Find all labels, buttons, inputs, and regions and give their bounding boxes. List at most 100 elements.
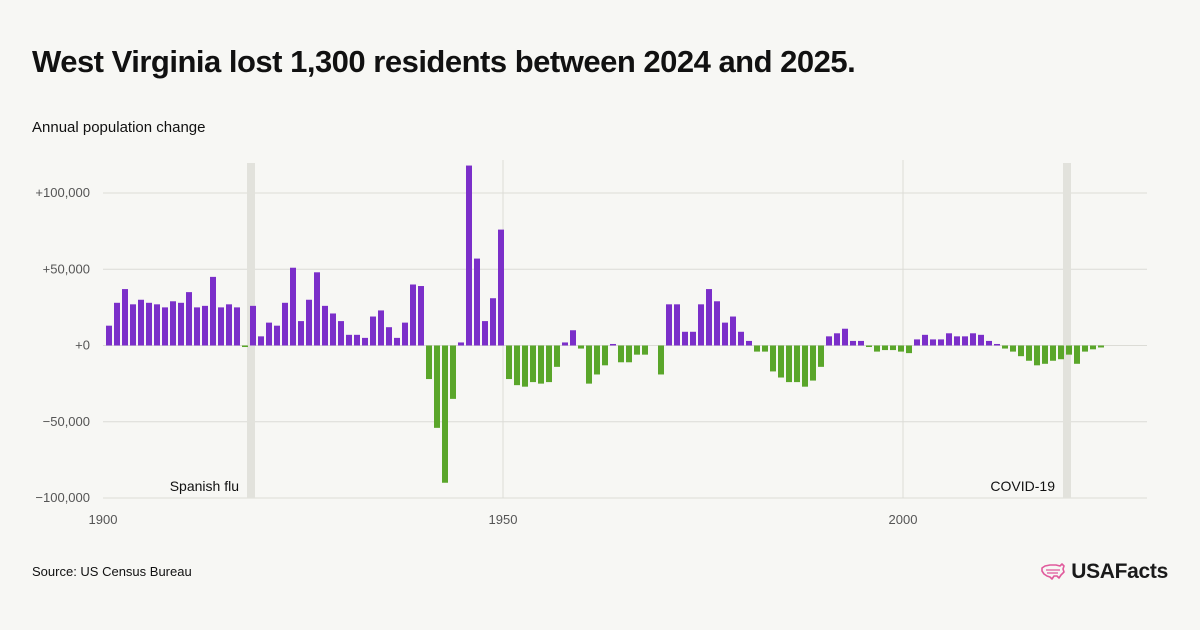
bar-1930 (338, 321, 344, 346)
y-tick-label: +0 (75, 338, 90, 353)
bar-1968 (642, 345, 648, 355)
bar-1965 (618, 345, 624, 363)
bar-1943 (442, 345, 448, 483)
bar-1980 (738, 331, 744, 346)
bar-1940 (418, 286, 424, 346)
bar-1936 (386, 327, 392, 346)
bar-1974 (690, 331, 696, 346)
bar-1967 (634, 345, 640, 355)
bar-1912 (194, 307, 200, 346)
annotation-label: Spanish flu (170, 478, 239, 494)
bar-1957 (554, 345, 560, 367)
bar-2017 (1034, 345, 1040, 366)
bar-1919 (250, 305, 256, 346)
bar-1923 (282, 302, 288, 346)
annotation-band (1063, 163, 1071, 498)
bar-1928 (322, 305, 328, 346)
bar-2000 (898, 345, 904, 352)
bar-1945 (458, 342, 464, 346)
y-tick-label: −100,000 (35, 490, 90, 505)
bar-1924 (290, 267, 296, 346)
bar-1988 (802, 345, 808, 387)
bar-1929 (330, 313, 336, 346)
bar-1970 (658, 345, 664, 375)
bar-1989 (810, 345, 816, 381)
bar-1925 (298, 321, 304, 346)
bar-1994 (850, 340, 856, 346)
bar-1966 (626, 345, 632, 363)
bar-1920 (258, 336, 264, 346)
bar-1908 (162, 307, 168, 346)
bar-1973 (682, 331, 688, 346)
bar-1964 (610, 343, 616, 346)
bar-1982 (754, 345, 760, 352)
bar-2020 (1058, 345, 1064, 360)
bar-1903 (122, 289, 128, 346)
bar-2019 (1050, 345, 1056, 361)
chart-title: West Virginia lost 1,300 residents betwe… (32, 44, 856, 79)
bar-2023 (1082, 345, 1088, 352)
bar-1907 (154, 304, 160, 346)
bar-1995 (858, 340, 864, 346)
bar-1992 (834, 333, 840, 346)
bar-1950 (498, 229, 504, 346)
bar-1902 (114, 302, 120, 346)
bar-layer (106, 165, 1104, 483)
bar-2010 (978, 334, 984, 346)
bar-1999 (890, 345, 896, 351)
annotation-label: COVID-19 (990, 478, 1055, 494)
bar-1931 (346, 334, 352, 346)
bar-1962 (594, 345, 600, 375)
bar-1927 (314, 272, 320, 346)
bar-1955 (538, 345, 544, 384)
bar-1933 (362, 337, 368, 346)
bar-1934 (370, 316, 376, 346)
bar-2009 (970, 333, 976, 346)
bar-2024 (1090, 345, 1096, 350)
bar-1972 (674, 304, 680, 346)
bar-1990 (818, 345, 824, 367)
bar-2011 (986, 340, 992, 346)
bar-1956 (546, 345, 552, 383)
brand-name: USAFacts (1071, 560, 1168, 583)
bar-1921 (266, 322, 272, 346)
bar-2004 (930, 339, 936, 346)
bar-1951 (506, 345, 512, 380)
bar-2021 (1066, 345, 1072, 355)
bar-2007 (954, 336, 960, 346)
bar-2012 (994, 343, 1000, 346)
bar-1977 (714, 301, 720, 346)
bar-1916 (226, 304, 232, 346)
bar-1996 (866, 345, 872, 348)
x-tick-label: 2000 (889, 512, 918, 527)
bar-1922 (274, 325, 280, 346)
bar-1917 (234, 307, 240, 346)
us-map-icon (1041, 563, 1066, 580)
bar-2003 (922, 334, 928, 346)
bar-1953 (522, 345, 528, 387)
bar-2015 (1018, 345, 1024, 357)
bar-1984 (770, 345, 776, 372)
bar-1960 (578, 345, 584, 349)
bar-1983 (762, 345, 768, 352)
bar-1959 (570, 330, 576, 346)
bar-1986 (786, 345, 792, 383)
bar-2014 (1010, 345, 1016, 352)
x-tick-label: 1950 (489, 512, 518, 527)
axis-labels: +100,000 +50,000 +0 −50,000 −100,000 1900 1950… (35, 185, 1055, 527)
bar-1978 (722, 322, 728, 346)
grid-layer (103, 160, 1147, 499)
bar-1971 (666, 304, 672, 346)
bar-1901 (106, 325, 112, 346)
y-tick-label: +50,000 (43, 261, 90, 276)
bar-1961 (586, 345, 592, 384)
bar-1942 (434, 345, 440, 428)
bar-1935 (378, 310, 384, 346)
bar-1941 (426, 345, 432, 380)
bar-1981 (746, 340, 752, 346)
bar-1987 (794, 345, 800, 383)
bar-1910 (178, 302, 184, 346)
bar-1975 (698, 304, 704, 346)
brand-logo[interactable]: USAFacts (1041, 560, 1168, 584)
